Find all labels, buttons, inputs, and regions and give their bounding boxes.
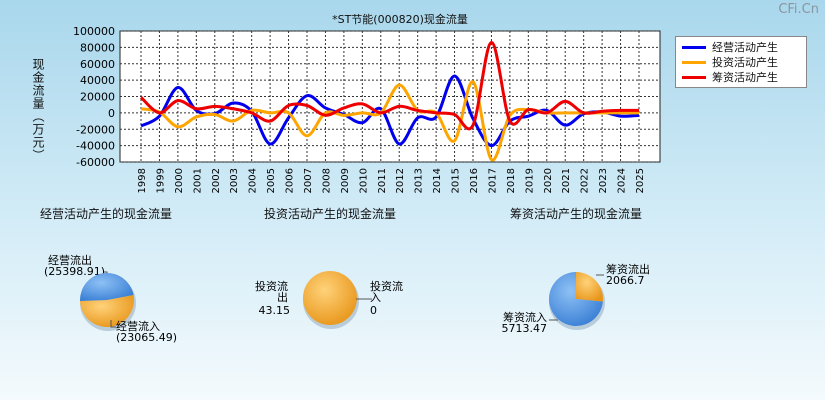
x-tick-label: 2004: [248, 168, 259, 193]
pie-slice-value: 2066.7: [606, 274, 645, 287]
pie-slice-value: 5713.47: [502, 322, 548, 335]
x-tick-label: 2021: [561, 168, 572, 193]
y-tick-label: 60000: [80, 58, 115, 71]
pie-title-investing: 投资活动产生的现金流量: [264, 207, 397, 221]
x-tick-label: 2002: [211, 168, 222, 193]
y-tick-label: 0: [108, 107, 115, 120]
x-tick-label: 2025: [635, 168, 646, 193]
axes: 100000 80000 60000 40000 20000 0 -20000 -40000 -…: [73, 25, 646, 193]
financing-outflow-slice: [576, 272, 604, 302]
x-tick-label: 2007: [303, 168, 314, 193]
legend: 经营活动产生 投资活动产生 筹资活动产生: [675, 36, 807, 88]
pie-slice-label: 经营流出: [48, 253, 92, 267]
pie-slice-value: 0: [370, 304, 377, 317]
pie-slice-value: (25398.91): [44, 265, 105, 278]
line-chart: 100000 80000 60000 40000 20000 0 -20000 -40000 -…: [73, 25, 661, 193]
x-tick-label: 2008: [321, 168, 332, 193]
financing-inflow-slice: [549, 272, 603, 326]
x-tick-label: 2017: [487, 168, 498, 193]
legend-label: 筹资活动产生: [712, 71, 778, 84]
legend-item: 投资活动产生: [682, 55, 778, 69]
x-tick-label: 2014: [432, 168, 443, 193]
x-tick-label: 2019: [524, 168, 535, 193]
x-tick-label: 1999: [155, 168, 166, 193]
pie-title-financing: 筹资活动产生的现金流量: [510, 207, 643, 221]
legend-label: 投资活动产生: [712, 56, 778, 69]
x-tick-label: 2016: [469, 168, 480, 193]
y-tick-label: 20000: [80, 91, 115, 104]
x-tick-label: 2000: [174, 168, 185, 193]
y-tick-label: 80000: [80, 41, 115, 54]
series-lines: [139, 40, 640, 162]
pie-slice-label: 投资流: [370, 279, 403, 293]
legend-label: 经营活动产生: [712, 41, 778, 54]
pie-slice-label: 出: [277, 290, 288, 304]
x-tick-label: 2003: [229, 168, 240, 193]
pie-slice-label: 筹资流入: [503, 310, 547, 324]
legend-swatch: [682, 45, 706, 49]
pie-slice-label: 入: [370, 291, 381, 304]
financing-series-line: [139, 40, 640, 131]
legend-item: 筹资活动产生: [682, 70, 778, 84]
pie-slice-label: 经营流入: [116, 319, 160, 333]
y-tick-label: -40000: [76, 140, 115, 153]
x-tick-label: 2009: [340, 168, 351, 193]
x-tick-label: 2012: [395, 168, 406, 193]
investing-outflow-slice: [303, 271, 357, 325]
x-tick-label: 2018: [506, 168, 517, 193]
y-axis-label: 现金流量（万元）: [31, 58, 45, 162]
operating-inflow-slice: [79, 272, 134, 302]
watermark: CFi.Cn: [778, 2, 819, 17]
x-tick-label: 2010: [358, 168, 369, 193]
x-tick-label: 2001: [192, 168, 203, 193]
x-tick-label: 2020: [543, 168, 554, 193]
x-tick-label: 2024: [617, 168, 628, 193]
pie-slice-label: 筹资流出: [606, 262, 650, 276]
legend-item: 经营活动产生: [682, 40, 778, 54]
x-tick-label: 2005: [266, 168, 277, 193]
x-tick-label: 2011: [377, 168, 388, 193]
x-tick-label: 2023: [598, 168, 609, 193]
pie-slice-value: 43.15: [259, 304, 291, 317]
x-tick-label: 2022: [580, 168, 591, 193]
operating-outflow-slice: [80, 294, 134, 327]
legend-swatch: [682, 60, 706, 64]
chart-title: *ST节能(000820)现金流量: [332, 13, 468, 26]
pie-slice-label: 投资流: [255, 279, 288, 293]
x-tick-label: 2015: [451, 168, 462, 193]
legend-swatch: [682, 75, 706, 79]
pie-leader-line: [110, 320, 116, 328]
y-tick-label: -20000: [76, 123, 115, 136]
x-tick-label: 2006: [285, 168, 296, 193]
y-tick-label: 40000: [80, 74, 115, 87]
y-tick-label: -60000: [76, 156, 115, 169]
investing-series-line: [140, 80, 639, 162]
y-tick-label: 100000: [73, 25, 115, 38]
pie-title-operating: 经营活动产生的现金流量: [40, 207, 173, 221]
pie-slice-value: (23065.49): [116, 331, 177, 344]
pie-charts: 经营流出(25398.91)经营流入(23065.49)投资流出43.15投资流…: [44, 253, 650, 344]
x-tick-label: 1998: [137, 168, 148, 193]
x-tick-label: 2013: [414, 168, 425, 193]
